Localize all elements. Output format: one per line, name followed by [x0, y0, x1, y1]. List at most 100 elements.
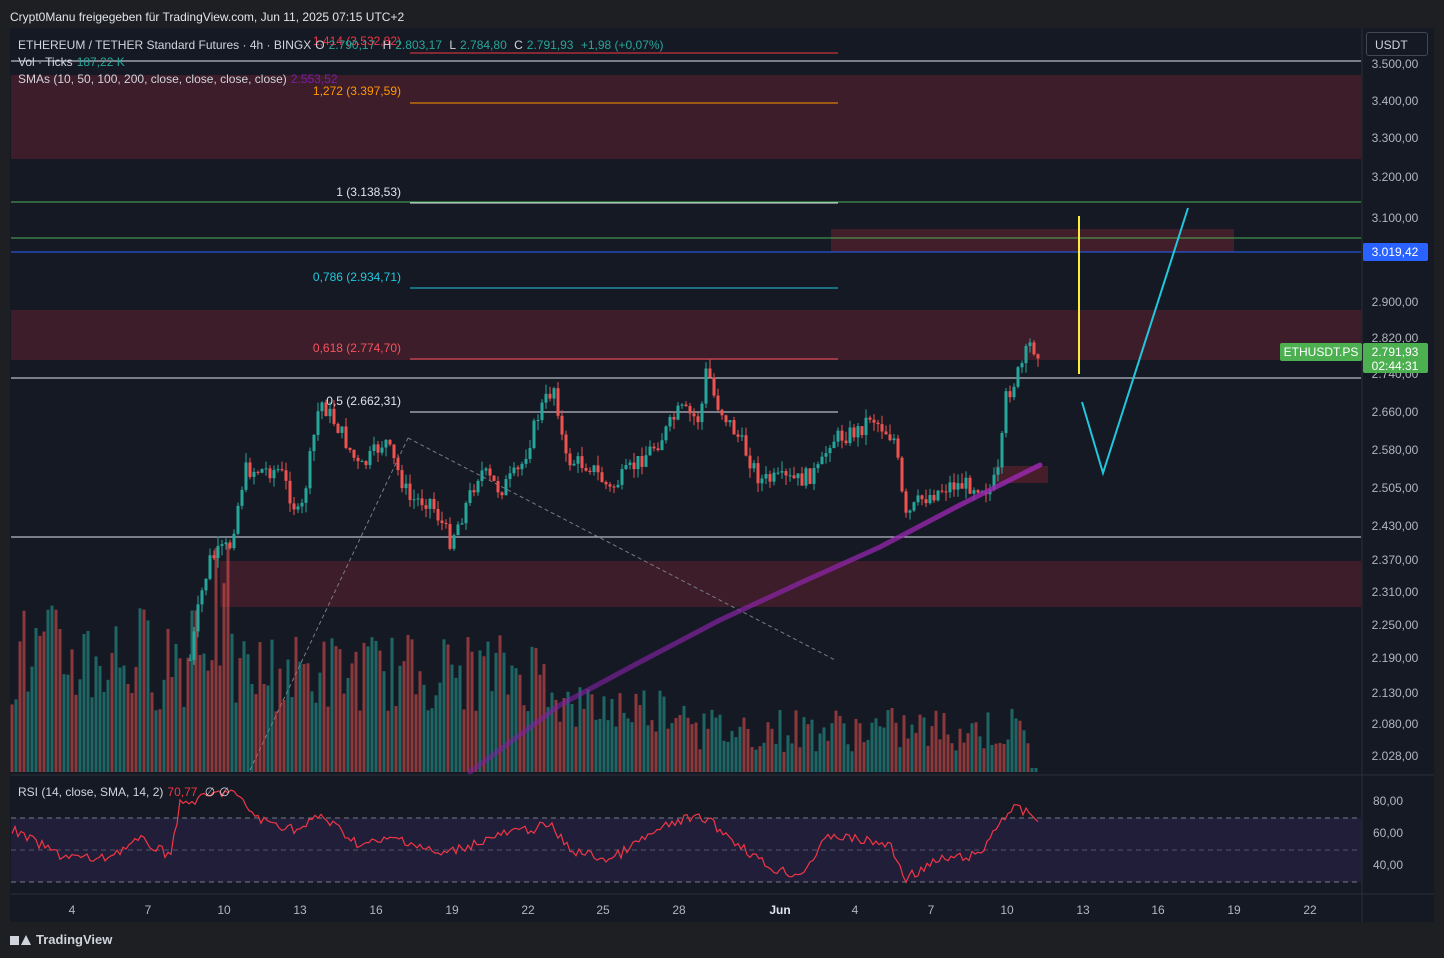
volume-bar [286, 659, 290, 772]
volume-bar [402, 661, 406, 772]
volume-bar [34, 628, 38, 772]
candle-body [656, 448, 660, 451]
volume-bar [54, 609, 58, 772]
volume-bar [282, 700, 286, 772]
candle-body [580, 456, 584, 468]
candle-body [508, 473, 512, 480]
candle-body [456, 524, 460, 536]
candle-body [276, 469, 280, 471]
candle-body [744, 435, 748, 456]
dashed-trendline-down[interactable] [407, 437, 836, 661]
volume-bar [462, 709, 466, 772]
cyan-projection-path[interactable] [1081, 207, 1189, 477]
tradingview-brand[interactable]: TradingView [10, 932, 112, 947]
volume-bar [782, 751, 786, 772]
candle-body [756, 463, 760, 484]
candle-body [548, 393, 552, 399]
candle-body [212, 555, 216, 559]
candle-body [204, 578, 208, 591]
candle-body [648, 446, 652, 456]
candle-body [876, 422, 880, 425]
candlestick-series[interactable] [188, 338, 1040, 665]
sma-legend[interactable]: SMAs (10, 50, 100, 200, close, close, cl… [18, 72, 342, 86]
volume-bar [630, 722, 634, 772]
volume-bar [322, 641, 326, 772]
time-axis[interactable]: 4 7 10 13 16 19 22 25 28 Jun 4 7 10 13 16 19 22 [69, 903, 1317, 917]
volume-bar [610, 698, 614, 772]
volume-bar [10, 704, 14, 772]
candle-body [364, 461, 368, 466]
candle-body [216, 545, 220, 559]
sma-value: 2.553,52 [290, 72, 338, 86]
time-tick-label: 22 [521, 903, 535, 917]
candle-body [840, 430, 844, 441]
volume-bar [822, 727, 826, 772]
candle-body [900, 457, 904, 492]
volume-bar [618, 693, 622, 772]
candle-body [816, 464, 820, 469]
candle-body [748, 455, 752, 469]
volume-bar [650, 720, 654, 772]
volume-bar [722, 740, 726, 772]
volume-bar [362, 642, 366, 772]
currency-selector[interactable]: USDT [1366, 32, 1428, 56]
change-value: +1,98 (+0,07%) [580, 38, 664, 52]
candle-body [328, 408, 332, 417]
volume-bar [554, 699, 558, 772]
candle-body [620, 469, 624, 485]
fib-label-1272: 1,272 (3.397,59) [313, 84, 401, 98]
volume-bar [886, 709, 890, 772]
volume-bar [846, 744, 850, 772]
candle-body [804, 468, 808, 486]
rsi-legend[interactable]: RSI (14, close, SMA, 14, 2) 70,77 ∅ ∅ [18, 785, 234, 799]
volume-bar [586, 689, 590, 772]
candle-body [360, 461, 364, 463]
volume-bar [378, 650, 382, 772]
candle-body [512, 467, 516, 474]
candle-body [572, 463, 576, 466]
candle-body [928, 495, 932, 504]
volume-bar [38, 635, 42, 772]
volume-bar [910, 724, 914, 772]
volume-legend[interactable]: Vol · Ticks 187,22 K [18, 55, 129, 69]
volume-bar [766, 722, 770, 772]
candle-body [720, 409, 724, 416]
rsi-line[interactable] [11, 789, 1039, 884]
volume-bar [514, 668, 518, 772]
dashed-trendline-up[interactable] [249, 437, 409, 771]
resistance-zone-current [11, 310, 1361, 360]
volume-bar [802, 717, 806, 772]
fibonacci-retracement[interactable]: 1,414 (3.532,82) 1,272 (3.397,59) 1 (3.1… [313, 34, 838, 413]
candle-body [844, 440, 848, 444]
candle-body [632, 462, 636, 470]
low-value: 2.784,80 [460, 38, 507, 52]
sma-200-line[interactable] [467, 462, 1043, 775]
volume-bar [666, 728, 670, 772]
candle-body [996, 467, 1000, 475]
rsi-axis[interactable]: 80,00 60,00 40,00 [1373, 794, 1403, 872]
volume-bar [470, 651, 474, 772]
volume-bar [338, 649, 342, 772]
price-tick-label: 2.310,00 [1372, 585, 1419, 599]
candle-body [772, 472, 776, 482]
candle-body [588, 470, 592, 472]
volume-bar [210, 660, 214, 772]
candle-body [1032, 342, 1036, 355]
volume-bar [242, 641, 246, 772]
volume-bar [1014, 718, 1018, 772]
volume-bar [154, 710, 158, 772]
volume-bar [346, 677, 350, 772]
symbol-legend[interactable]: ETHEREUM / TETHER Standard Futures · 4h … [18, 38, 668, 52]
candle-body [968, 477, 972, 494]
volume-bar [390, 637, 394, 772]
price-axis[interactable]: 3.500,00 3.400,00 3.300,00 3.200,00 3.100,00… [1372, 57, 1419, 763]
volume-bar [254, 694, 258, 772]
candle-body [460, 523, 464, 525]
volume-bar [314, 702, 318, 772]
volume-bar [966, 733, 970, 772]
volume-bar [602, 696, 606, 772]
open-value: 2.790,17 [328, 38, 376, 52]
volume-bar [342, 693, 346, 772]
volume-bar [702, 713, 706, 772]
